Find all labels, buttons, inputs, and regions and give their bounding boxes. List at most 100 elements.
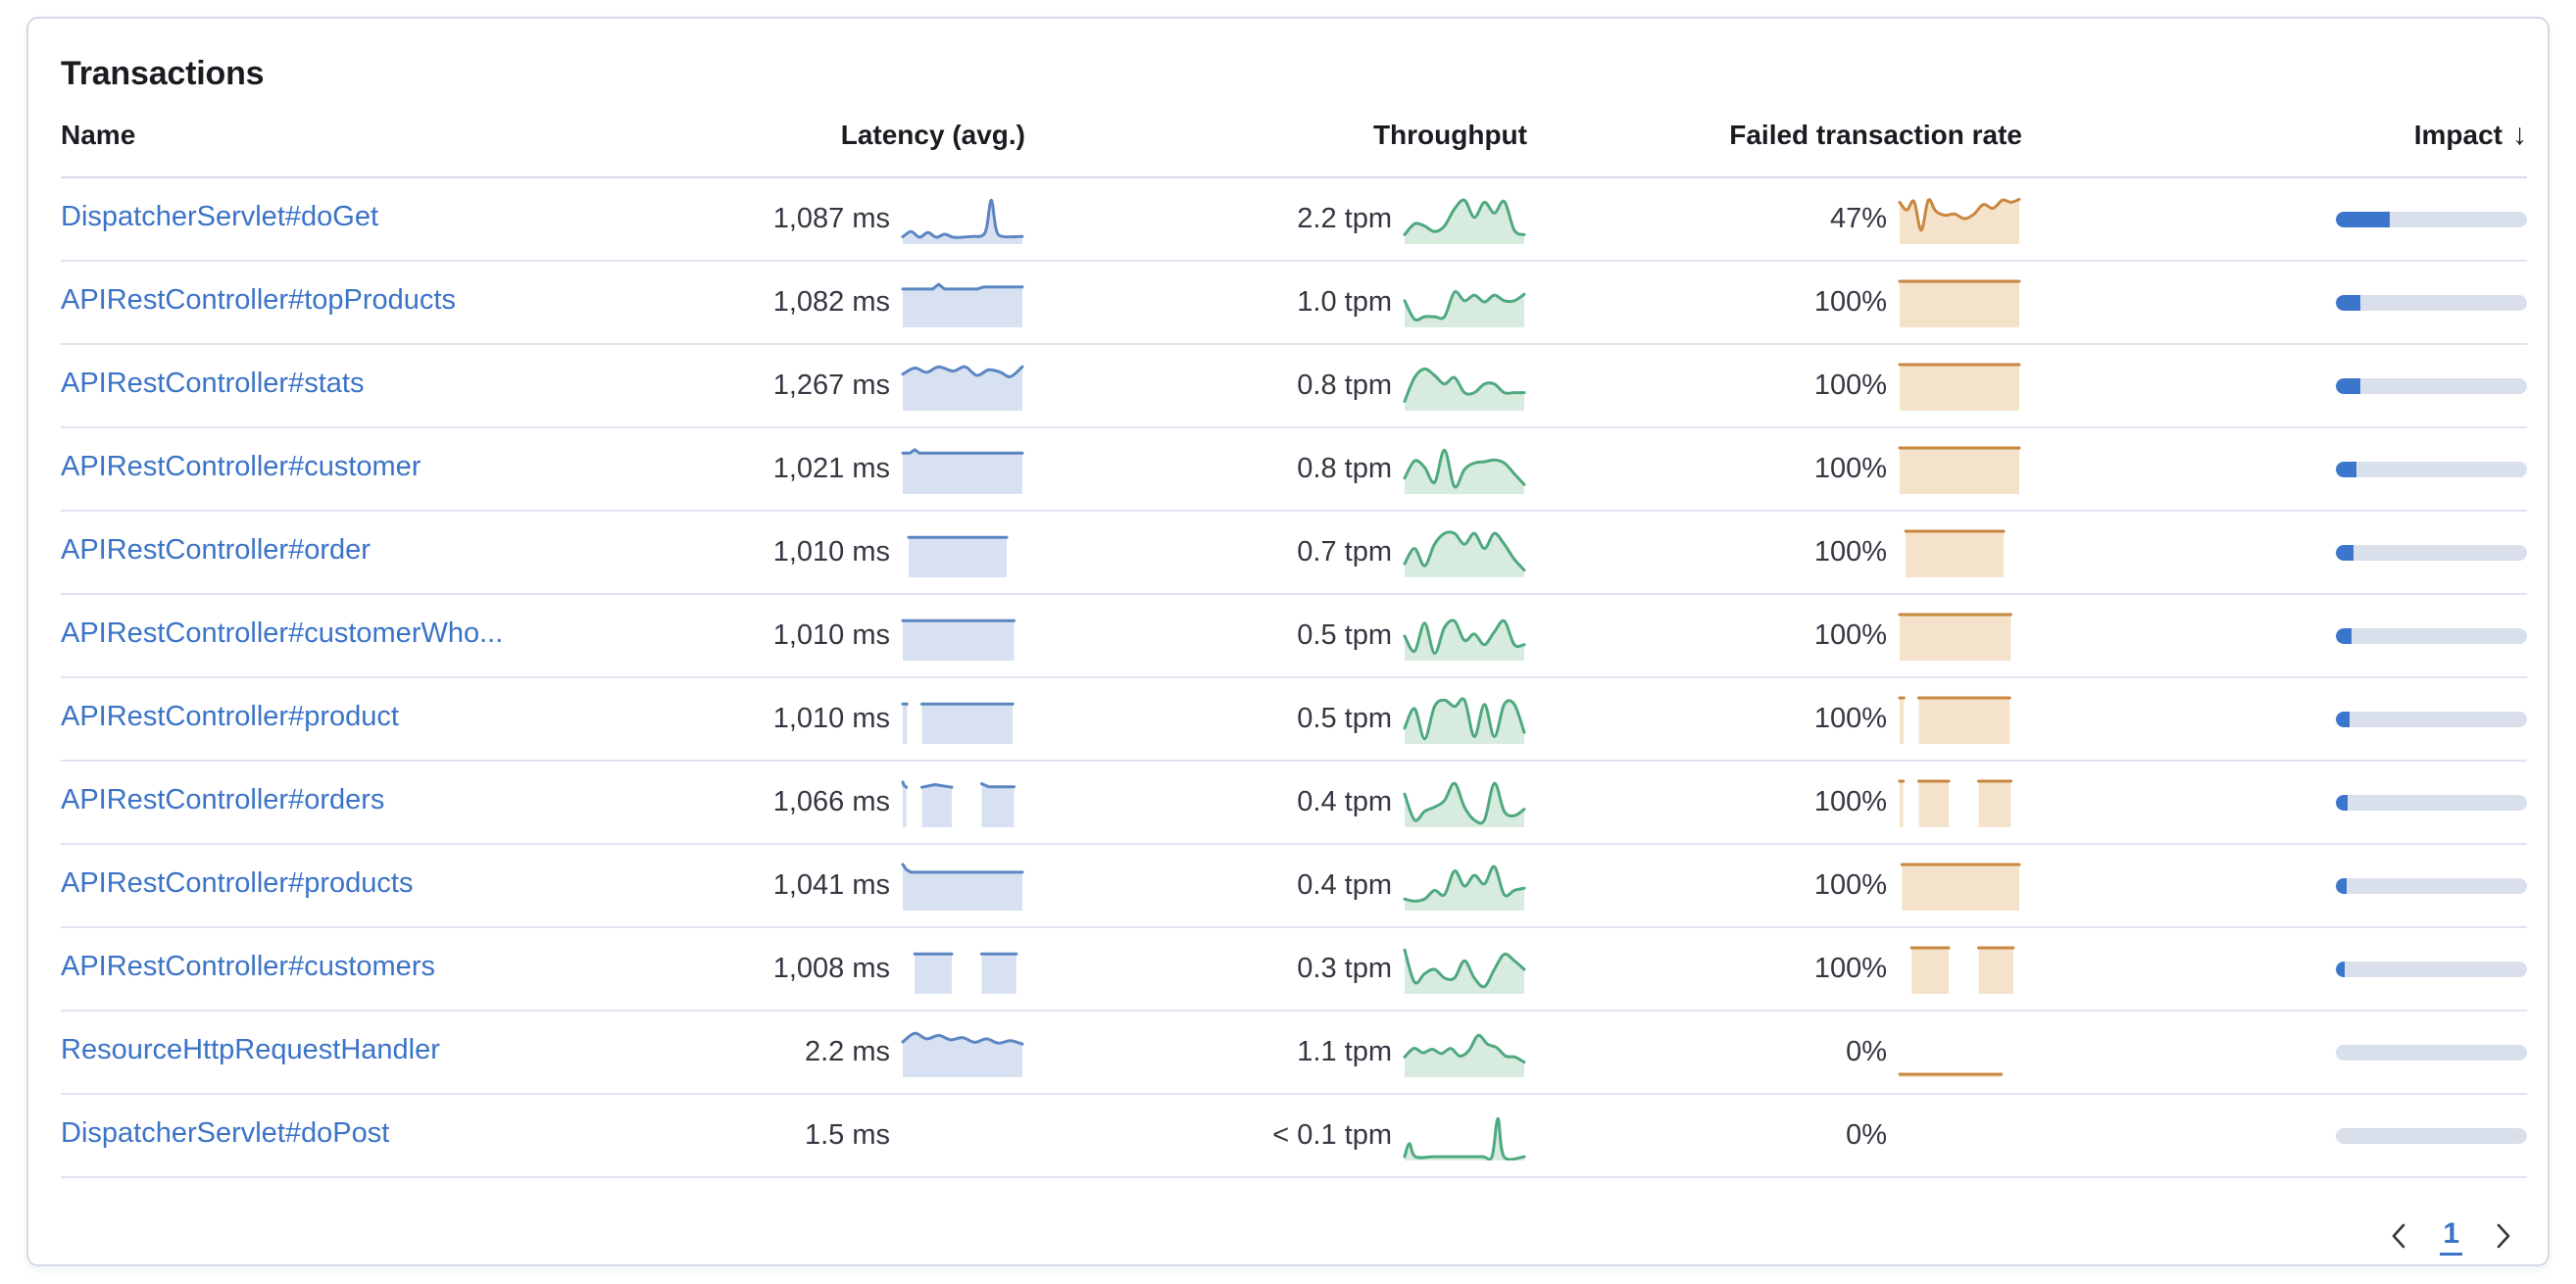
column-header-failed-rate[interactable]: Failed transaction rate <box>1729 119 2022 150</box>
impact-cell <box>2022 627 2527 644</box>
throughput-cell: 0.5 tpm <box>1025 612 1527 661</box>
table-header-row: Name Latency (avg.) Throughput Failed tr… <box>61 93 2527 178</box>
column-header-name[interactable]: Name <box>61 119 136 150</box>
chevron-right-icon <box>2497 1223 2510 1249</box>
latency-sparkline <box>900 445 1025 494</box>
latency-sparkline <box>900 195 1025 244</box>
failed-rate-cell: 100% <box>1527 862 2022 911</box>
latency-sparkline <box>900 945 1025 994</box>
page-number-1[interactable]: 1 <box>2440 1217 2462 1256</box>
impact-bar <box>2336 877 2527 894</box>
impact-cell <box>2022 961 2527 977</box>
throughput-sparkline <box>1402 778 1527 827</box>
previous-page-button[interactable] <box>2375 1212 2422 1259</box>
impact-cell <box>2022 1127 2527 1144</box>
table-row: APIRestController#product 1,010 ms 0.5 t… <box>61 678 2527 762</box>
chevron-left-icon <box>2393 1223 2405 1249</box>
failed-rate-value: 100% <box>1813 286 1887 318</box>
throughput-value: 2.2 tpm <box>1297 203 1392 234</box>
transaction-link[interactable]: APIRestController#product <box>61 700 399 732</box>
transactions-panel: Transactions Name Latency (avg.) Through… <box>26 17 2550 1266</box>
failed-rate-value: 47% <box>1829 203 1887 234</box>
throughput-sparkline <box>1402 362 1527 411</box>
failed-rate-cell: 100% <box>1527 778 2022 827</box>
latency-value: 1,010 ms <box>772 536 890 568</box>
failed-rate-cell: 0% <box>1527 1111 2022 1161</box>
latency-value: 1,010 ms <box>772 703 890 734</box>
latency-sparkline <box>900 528 1025 577</box>
latency-cell: 1,021 ms <box>532 445 1025 494</box>
next-page-button[interactable] <box>2480 1212 2527 1259</box>
transaction-link[interactable]: APIRestController#customer <box>61 450 421 482</box>
transaction-link[interactable]: APIRestController#products <box>61 866 414 899</box>
throughput-sparkline <box>1402 862 1527 911</box>
transaction-link[interactable]: ResourceHttpRequestHandler <box>61 1033 440 1065</box>
impact-bar <box>2336 544 2527 561</box>
transaction-link[interactable]: APIRestController#customerWho... <box>61 617 504 649</box>
latency-cell: 1,010 ms <box>532 612 1025 661</box>
transaction-link[interactable]: APIRestController#orders <box>61 783 385 815</box>
transaction-link[interactable]: APIRestController#stats <box>61 367 365 399</box>
column-header-throughput[interactable]: Throughput <box>1372 119 1527 150</box>
impact-bar <box>2336 461 2527 477</box>
impact-bar <box>2336 961 2527 977</box>
failed-rate-value: 100% <box>1813 703 1887 734</box>
column-header-latency[interactable]: Latency (avg.) <box>840 119 1025 150</box>
transaction-link[interactable]: APIRestController#customers <box>61 950 435 982</box>
name-cell: APIRestController#customerWho... <box>61 617 532 655</box>
failed-rate-cell: 0% <box>1527 1028 2022 1077</box>
impact-bar-fill <box>2336 627 2352 644</box>
table-row: ResourceHttpRequestHandler 2.2 ms 1.1 tp… <box>61 1012 2527 1095</box>
failed-rate-value: 100% <box>1813 786 1887 817</box>
latency-sparkline <box>900 862 1025 911</box>
name-cell: APIRestController#customers <box>61 951 532 988</box>
name-cell: APIRestController#orders <box>61 784 532 821</box>
impact-bar <box>2336 794 2527 811</box>
impact-bar-fill <box>2336 544 2353 561</box>
latency-value: 1,008 ms <box>772 953 890 984</box>
failed-rate-sparkline <box>1897 528 2022 577</box>
table-row: APIRestController#customers 1,008 ms 0.3… <box>61 928 2527 1012</box>
column-header-impact[interactable]: Impact ↓ <box>2022 119 2527 152</box>
failed-rate-cell: 100% <box>1527 528 2022 577</box>
failed-rate-value: 100% <box>1813 619 1887 651</box>
throughput-value: 0.7 tpm <box>1297 536 1392 568</box>
failed-rate-cell: 47% <box>1527 195 2022 244</box>
latency-cell: 1,008 ms <box>532 945 1025 994</box>
impact-cell <box>2022 294 2527 311</box>
latency-cell: 1,010 ms <box>532 528 1025 577</box>
failed-rate-sparkline <box>1897 1111 2022 1161</box>
impact-bar-fill <box>2336 377 2360 394</box>
failed-rate-cell: 100% <box>1527 445 2022 494</box>
failed-rate-cell: 100% <box>1527 945 2022 994</box>
throughput-sparkline <box>1402 612 1527 661</box>
latency-cell: 1,082 ms <box>532 278 1025 327</box>
name-cell: APIRestController#products <box>61 867 532 905</box>
transaction-link[interactable]: APIRestController#topProducts <box>61 283 456 316</box>
transaction-link[interactable]: DispatcherServlet#doGet <box>61 200 378 232</box>
table-row: DispatcherServlet#doGet 1,087 ms 2.2 tpm… <box>61 178 2527 262</box>
latency-value: 2.2 ms <box>804 1036 890 1067</box>
failed-rate-sparkline <box>1897 945 2022 994</box>
impact-bar-fill <box>2336 461 2356 477</box>
latency-sparkline <box>900 1028 1025 1077</box>
latency-value: 1,041 ms <box>772 869 890 901</box>
name-cell: DispatcherServlet#doGet <box>61 201 532 238</box>
transaction-link[interactable]: APIRestController#order <box>61 533 371 566</box>
latency-value: 1,082 ms <box>772 286 890 318</box>
latency-value: 1,010 ms <box>772 619 890 651</box>
throughput-sparkline <box>1402 945 1527 994</box>
throughput-cell: 0.8 tpm <box>1025 445 1527 494</box>
throughput-sparkline <box>1402 528 1527 577</box>
impact-cell <box>2022 377 2527 394</box>
transaction-link[interactable]: DispatcherServlet#doPost <box>61 1116 390 1149</box>
throughput-sparkline <box>1402 1111 1527 1161</box>
failed-rate-value: 100% <box>1813 953 1887 984</box>
name-cell: APIRestController#stats <box>61 368 532 405</box>
throughput-cell: 0.4 tpm <box>1025 862 1527 911</box>
table-row: APIRestController#customer 1,021 ms 0.8 … <box>61 428 2527 512</box>
table-body: DispatcherServlet#doGet 1,087 ms 2.2 tpm… <box>61 178 2527 1178</box>
pagination: 1 <box>61 1194 2527 1278</box>
latency-cell: 1,066 ms <box>532 778 1025 827</box>
impact-bar-fill <box>2336 877 2347 894</box>
